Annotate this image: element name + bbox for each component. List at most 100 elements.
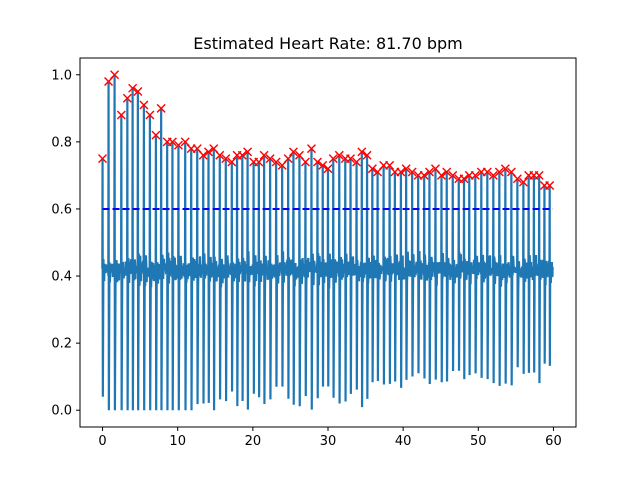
peak-marker (237, 150, 247, 160)
peak-marker (442, 167, 452, 177)
peak-marker-stroke (133, 87, 143, 97)
peak-marker (122, 93, 132, 103)
peak-marker-stroke (128, 83, 138, 93)
peak-marker (145, 110, 155, 120)
peak-marker-stroke (254, 157, 264, 167)
peak-marker (459, 174, 469, 184)
peak-marker-stroke (198, 150, 208, 160)
peak-marker (204, 147, 214, 157)
peak-marker (346, 154, 356, 164)
peak-marker-stroke (430, 164, 440, 174)
peak-marker (494, 167, 504, 177)
peak-marker-stroke (306, 144, 316, 154)
peak-marker-stroke (116, 110, 126, 120)
peak-marker-stroke (192, 144, 202, 154)
peak-marker (133, 87, 143, 97)
peak-marker (312, 157, 322, 167)
peak-marker (396, 167, 406, 177)
peak-marker (448, 170, 458, 180)
peak-marker-stroke (367, 164, 377, 174)
peak-marker (300, 157, 310, 167)
peak-marker-stroke (227, 157, 237, 167)
x-tick-label: 20 (245, 434, 262, 449)
peak-marker-stroke (265, 154, 275, 164)
y-tick-label: 0.2 (51, 337, 72, 352)
y-tick-label: 0.0 (51, 404, 72, 419)
peak-marker-stroke (424, 167, 434, 177)
peak-marker (357, 147, 367, 157)
x-tick-label: 0 (98, 434, 106, 449)
peak-marker (352, 157, 362, 167)
peak-marker-stroke (534, 170, 544, 180)
peak-marker (271, 157, 281, 167)
axes: 0 10 20 30 40 50 60 0.0 0.2 0.4 0.6 0.8 1.0 (51, 57, 577, 449)
peak-marker (265, 154, 275, 164)
peak-marker-stroke (122, 93, 132, 103)
peak-marker-stroke (283, 154, 293, 164)
peak-marker (334, 150, 344, 160)
peak-marker-stroke (488, 170, 498, 180)
peak-marker-stroke (215, 150, 225, 160)
peak-marker (139, 100, 149, 110)
peak-marker-stroke (145, 110, 155, 120)
signal-line (101, 74, 554, 411)
peak-marker-stroke (512, 174, 522, 184)
peak-marker-stroke (506, 167, 516, 177)
peak-marker-stroke (448, 170, 458, 180)
peak-marker-stroke (346, 154, 356, 164)
peak-marker-stroke (385, 160, 395, 170)
peak-marker (328, 154, 338, 164)
peak-marker (436, 170, 446, 180)
peak-marker-stroke (221, 154, 231, 164)
plot-area (98, 70, 555, 411)
peak-marker (362, 150, 372, 160)
peak-marker (198, 150, 208, 160)
peak-marker (116, 110, 126, 120)
peak-marker-stroke (494, 167, 504, 177)
peak-marker-stroke (259, 150, 269, 160)
peak-marker-stroke (312, 157, 322, 167)
peak-marker-stroke (545, 180, 555, 190)
peak-marker-stroke (401, 164, 411, 174)
peak-marker (215, 150, 225, 160)
peak-marker (227, 157, 237, 167)
peak-marker-stroke (334, 150, 344, 160)
peak-marker-stroke (357, 147, 367, 157)
peak-marker (173, 140, 183, 150)
peak-marker-stroke (500, 164, 510, 174)
peak-marker-stroke (151, 130, 161, 140)
peak-marker-stroke (482, 167, 492, 177)
peak-marker (151, 130, 161, 140)
y-tick-label: 0.8 (51, 135, 72, 150)
peak-marker-stroke (328, 154, 338, 164)
peak-marker (545, 180, 555, 190)
peak-marker (98, 154, 108, 164)
peak-marker-stroke (98, 154, 108, 164)
peak-marker-stroke (470, 170, 480, 180)
y-tick-label: 0.4 (51, 270, 72, 285)
peak-marker-stroke (352, 157, 362, 167)
peak-marker-stroke (180, 137, 190, 147)
peak-marker (470, 170, 480, 180)
peak-marker (500, 164, 510, 174)
peak-marker (488, 170, 498, 180)
y-tick-label: 0.6 (51, 202, 72, 217)
peak-marker (367, 164, 377, 174)
peak-marker (254, 157, 264, 167)
peak-marker (221, 154, 231, 164)
peak-marker (518, 177, 528, 187)
peak-marker-stroke (243, 147, 253, 157)
chart-title: Estimated Heart Rate: 81.70 bpm (193, 34, 462, 53)
peak-marker (306, 144, 316, 154)
peak-marker (167, 137, 177, 147)
peak-marker (512, 174, 522, 184)
peak-marker-stroke (139, 100, 149, 110)
x-tick-label: 30 (320, 434, 337, 449)
peak-marker-stroke (288, 147, 298, 157)
peak-marker-stroke (362, 150, 372, 160)
peak-marker-stroke (459, 174, 469, 184)
peak-marker (424, 167, 434, 177)
peak-marker (156, 103, 166, 113)
